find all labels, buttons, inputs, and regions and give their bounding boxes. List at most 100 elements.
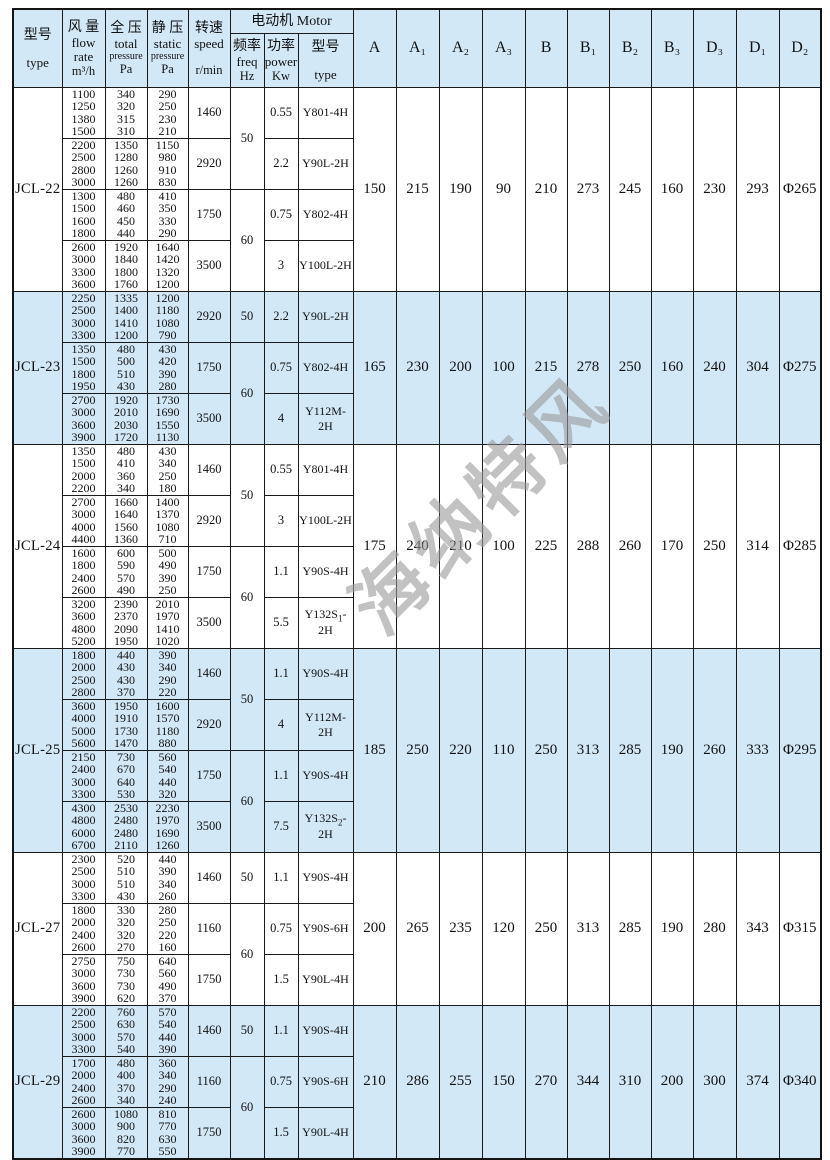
power-cell: 1.1: [263, 647, 299, 700]
power-cell: 1.1: [263, 749, 299, 802]
power-cell: 3: [263, 494, 299, 547]
value-line: 2800: [71, 685, 96, 699]
col-header-power: 功率 power Kw: [263, 32, 299, 88]
model-cell: JCL-22: [12, 86, 63, 292]
flow-unit: m³/h: [71, 63, 96, 78]
value-line: 710: [158, 532, 177, 546]
value-line: 340: [158, 1068, 177, 1082]
dim-cell: 150: [352, 86, 397, 292]
value-line: 360: [158, 1055, 177, 1070]
dim-cell: 280: [692, 851, 737, 1006]
spec-row: JCL-25 1800 2000 2500 2800 440 430 430 370 390 340…: [12, 647, 822, 853]
value-line: 2500: [71, 864, 96, 878]
col-header-B: B: [524, 8, 568, 88]
motor-type-label-zh: 型号: [311, 39, 340, 55]
value-line: 390: [158, 864, 177, 878]
static-pressure-cell: 1400 1370 1080 710: [146, 494, 189, 547]
value-line: 4000: [71, 519, 96, 534]
dim-cell: 260: [692, 647, 737, 853]
dim-cell: 250: [608, 290, 652, 445]
motor-model-cell: Y90S-4H: [297, 749, 354, 802]
value-line: 2500: [71, 672, 96, 687]
static-pressure-cell: 430 340 250 180: [146, 443, 189, 496]
flow-rate-cell: 2200 2500 3000 3300: [61, 1004, 106, 1057]
power-cell: 1.5: [263, 953, 299, 1006]
value-line: 1180: [155, 723, 180, 738]
spec-row: 3600 4000 5000 5600 1950 1910 1730 1470 1600 1570…: [13, 698, 821, 751]
value-line: 2000: [71, 1068, 96, 1082]
value-line: 390: [158, 366, 177, 381]
value-line: 2090: [114, 621, 138, 636]
value-line: 2200: [71, 137, 96, 152]
value-line: 2000: [71, 660, 96, 674]
value-line: 640: [158, 953, 177, 968]
dim-cell: Φ340: [778, 1004, 822, 1159]
value-line: 1260: [114, 175, 138, 189]
value-line: 3000: [71, 252, 96, 266]
value-line: 640: [117, 774, 135, 789]
power-cell: 1.5: [263, 1106, 299, 1159]
motor-model-cell: Y100L-2H: [297, 494, 354, 547]
value-line: 1690: [155, 825, 180, 840]
dim-cell: 210: [352, 1004, 397, 1159]
total-label-zh: 全 压: [110, 21, 142, 37]
value-line: 570: [117, 570, 135, 585]
dim-cell: 90: [481, 86, 526, 292]
value-line: 1300: [71, 188, 96, 203]
spec-row: JCL-29 2200 2500 3000 3300 760 630 570 540 570 540…: [12, 1004, 822, 1159]
model-cell: JCL-23: [12, 290, 63, 445]
value-line: 290: [158, 86, 177, 101]
spec-row: 2200 2500 2800 3000 1350 1280 1260 1260 1150 980 9…: [13, 137, 821, 190]
power-cell: 5.5: [263, 596, 299, 649]
dim-cell: 200: [352, 851, 397, 1006]
value-line: 1950: [71, 379, 96, 393]
value-line: 3000: [71, 315, 96, 330]
value-line: 480: [117, 1055, 135, 1070]
value-line: 3600: [71, 277, 96, 291]
dim-cell: 170: [650, 443, 694, 649]
value-line: 3300: [71, 889, 96, 903]
value-line: 1350: [71, 341, 96, 356]
static-pressure-cell: 560 540 440 320: [146, 749, 189, 802]
dim-cell: 285: [608, 851, 652, 1006]
dim-cell: 225: [524, 443, 568, 649]
col-header-A1: A₁: [395, 8, 440, 88]
speed-label-zh: 转速: [195, 20, 223, 36]
static-pressure-cell: 440 390 340 260: [146, 851, 189, 904]
static-pressure-cell: 640 560 490 370: [146, 953, 189, 1006]
col-header-flow: 风 量 flow rate m³/h: [61, 8, 106, 88]
value-line: 1730: [155, 392, 180, 407]
value-line: 3000: [71, 1029, 96, 1044]
spec-row: JCL-24 1350 1500 2000 2200 480 410 360 340 430 340…: [12, 443, 822, 649]
value-line: 480: [117, 443, 135, 458]
freq-cell: 50: [229, 86, 265, 190]
total-pressure-cell: 1335 1400 1410 1200: [104, 290, 148, 343]
col-header-B2: B₂: [608, 8, 652, 88]
value-line: 250: [158, 468, 177, 483]
value-line: 3000: [71, 774, 96, 789]
value-line: 3000: [71, 876, 96, 891]
dim-cell: 288: [566, 443, 610, 649]
flow-rate-cell: 1700 2000 2400 2600: [61, 1055, 106, 1108]
static-pressure-cell: 1730 1690 1550 1130: [146, 392, 189, 445]
spec-row: 4300 4800 6000 6700 2530 2480 2480 2110 2230 1970…: [13, 800, 821, 853]
power-cell: 0.75: [263, 1055, 299, 1108]
spec-row: 1600 1800 2400 2600 600 590 570 490 500 490 390 250…: [13, 545, 821, 649]
model-cell: JCL-24: [12, 443, 63, 649]
value-line: 390: [158, 570, 177, 585]
value-line: 250: [158, 915, 177, 929]
value-line: 1640: [155, 239, 180, 254]
value-line: 730: [117, 978, 135, 993]
flow-rate-cell: 2300 2500 3000 3300: [61, 851, 106, 904]
motor-model-cell: Y801-4H: [297, 86, 354, 139]
value-line: 480: [117, 188, 135, 203]
col-header-freq: 频率 freq Hz: [229, 32, 265, 88]
power-unit: Kw: [271, 68, 291, 83]
speed-label-en: speed: [194, 35, 224, 51]
value-line: 230: [158, 111, 177, 126]
value-line: 1200: [155, 290, 180, 305]
value-line: 1335: [114, 290, 138, 305]
speed-cell: 3500: [187, 239, 231, 292]
power-label-en: power: [264, 53, 298, 69]
total-pressure-cell: 440 430 430 370: [104, 647, 148, 700]
